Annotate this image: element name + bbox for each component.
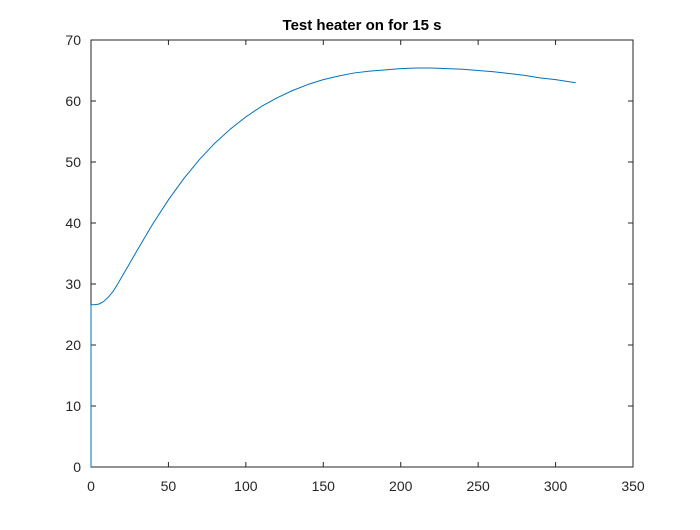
y-tick-label: 10 [65,398,81,414]
y-tick-label: 60 [65,93,81,109]
y-tick-label: 30 [65,276,81,292]
x-tick-label: 300 [544,478,568,494]
y-tick-label: 40 [65,215,81,231]
y-tick-label: 50 [65,154,81,170]
y-tick-label: 0 [73,459,81,475]
x-tick-label: 0 [87,478,95,494]
x-tick-label: 100 [234,478,258,494]
x-tick-label: 50 [161,478,177,494]
plot-area [90,39,634,468]
series-line [90,67,576,467]
x-tick-label: 250 [466,478,490,494]
y-axis: 0 10 20 30 40 50 60 70 [65,32,633,475]
y-tick-label: 20 [65,337,81,353]
y-tick-label: 70 [65,32,81,48]
x-tick-label: 200 [389,478,413,494]
x-tick-label: 350 [621,478,645,494]
chart-title: Test heater on for 15 s [283,17,442,34]
x-tick-label: 150 [312,478,336,494]
x-axis: 0 50 100 150 200 250 300 350 [87,40,645,494]
